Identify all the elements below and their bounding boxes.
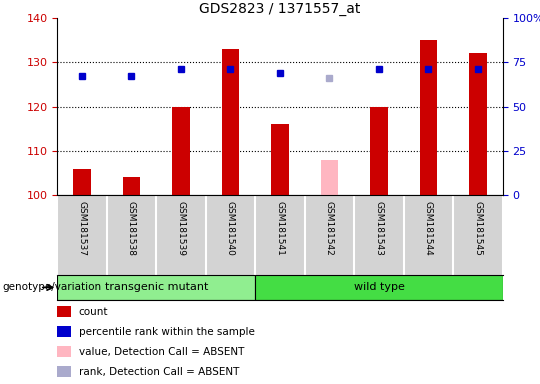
Text: count: count <box>79 306 109 317</box>
Bar <box>123 177 140 195</box>
Bar <box>222 49 239 195</box>
Bar <box>469 53 487 195</box>
Text: wild type: wild type <box>354 282 404 293</box>
Bar <box>321 160 338 195</box>
Text: percentile rank within the sample: percentile rank within the sample <box>79 326 255 337</box>
Text: GSM181544: GSM181544 <box>424 202 433 256</box>
Text: GSM181539: GSM181539 <box>177 202 186 257</box>
Text: GSM181543: GSM181543 <box>375 202 383 256</box>
Text: genotype/variation: genotype/variation <box>3 282 102 293</box>
Text: rank, Detection Call = ABSENT: rank, Detection Call = ABSENT <box>79 366 239 377</box>
Text: GSM181538: GSM181538 <box>127 202 136 257</box>
Bar <box>57 275 255 300</box>
Text: GSM181542: GSM181542 <box>325 202 334 256</box>
Text: GSM181537: GSM181537 <box>78 202 86 257</box>
Text: transgenic mutant: transgenic mutant <box>105 282 208 293</box>
Text: GSM181541: GSM181541 <box>275 202 285 256</box>
Bar <box>73 169 91 195</box>
Bar <box>172 107 190 195</box>
Bar <box>271 124 289 195</box>
Title: GDS2823 / 1371557_at: GDS2823 / 1371557_at <box>199 2 361 16</box>
Bar <box>370 107 388 195</box>
Text: GSM181540: GSM181540 <box>226 202 235 256</box>
Text: value, Detection Call = ABSENT: value, Detection Call = ABSENT <box>79 346 244 357</box>
Bar <box>255 275 503 300</box>
Text: GSM181545: GSM181545 <box>474 202 483 256</box>
Bar <box>420 40 437 195</box>
